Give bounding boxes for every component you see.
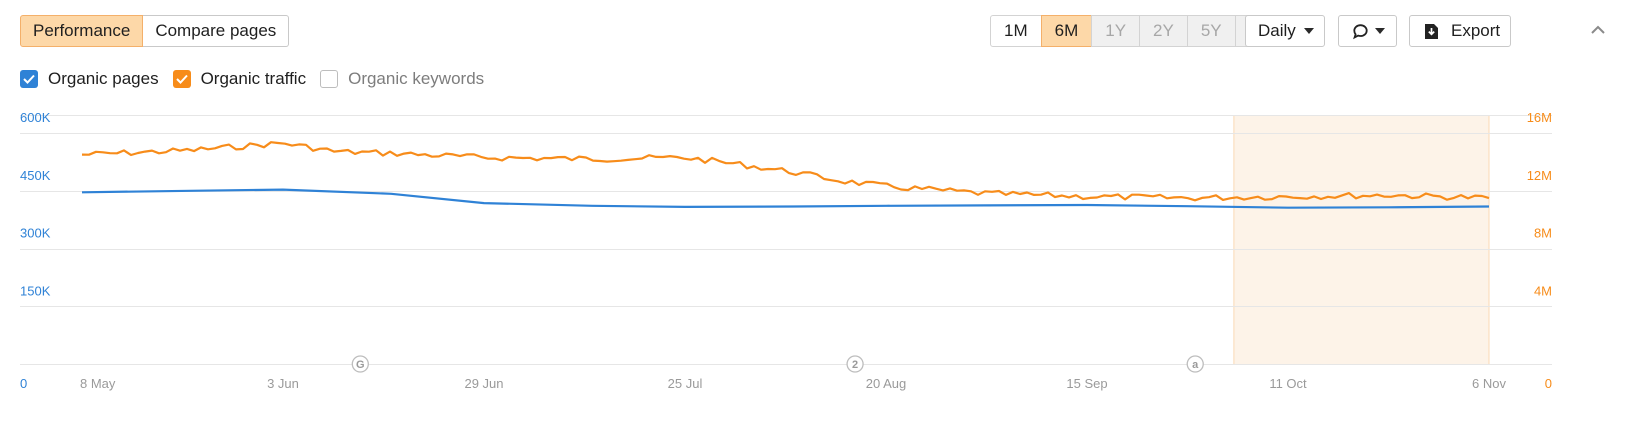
legend-item-organic-keywords[interactable]: Organic keywords: [320, 69, 484, 89]
y-left-tick-label: 0: [20, 376, 27, 391]
x-tick-label: 25 Jul: [668, 376, 703, 391]
y-left-tick-label: 150K: [20, 283, 51, 298]
y-right-tick-label: 16M: [1527, 110, 1552, 125]
range-selector: 1M6M1Y2Y5YAll: [990, 15, 1282, 47]
series-line-organic-pages: [81, 188, 1490, 209]
y-right-tick-label: 12M: [1527, 168, 1552, 183]
range-5y-button: 5Y: [1186, 15, 1236, 47]
interval-dropdown[interactable]: Daily: [1245, 15, 1325, 47]
range-2y-button: 2Y: [1139, 15, 1188, 47]
export-label: Export: [1451, 21, 1501, 40]
legend-label: Organic traffic: [200, 69, 307, 88]
y-left-tick-label: 450K: [20, 168, 51, 183]
annotation-label: G: [356, 359, 365, 371]
x-tick-label: 29 Jun: [464, 376, 503, 391]
tab-performance[interactable]: Performance: [20, 15, 144, 47]
chart-legend: Organic pages Organic traffic Organic keyw…: [20, 69, 498, 89]
x-tick-label: 8 May: [80, 376, 116, 391]
legend-item-organic-traffic[interactable]: Organic traffic: [172, 69, 307, 89]
y-right-tick-label: 4M: [1534, 283, 1552, 298]
y-left-tick-label: 300K: [20, 226, 51, 241]
legend-item-organic-pages[interactable]: Organic pages: [20, 69, 159, 89]
checkbox-checked-icon[interactable]: [20, 70, 38, 88]
annotation-label: a: [1192, 359, 1199, 371]
y-left-tick-label: 600K: [20, 110, 51, 125]
legend-label: Organic keywords: [348, 69, 485, 88]
annotation-label: 2: [852, 359, 858, 371]
range-1y-button: 1Y: [1091, 15, 1141, 47]
export-button[interactable]: Export: [1409, 15, 1511, 47]
checkbox-icon[interactable]: [320, 70, 339, 88]
y-right-tick-label: 0: [1545, 376, 1552, 391]
range-6m-button[interactable]: 6M: [1040, 15, 1093, 47]
range-1m-button[interactable]: 1M: [990, 15, 1042, 47]
checkbox-checked-icon[interactable]: [172, 70, 191, 88]
interval-label: Daily: [1258, 21, 1296, 40]
x-tick-label: 3 Jun: [267, 376, 299, 391]
annotation-marker: [846, 355, 864, 373]
x-tick-label: 11 Oct: [1269, 376, 1307, 391]
view-tabs: Performance Compare pages: [20, 15, 290, 47]
annotation-marker: [351, 355, 369, 373]
annotations-dropdown[interactable]: [1338, 15, 1397, 47]
chevron-down-icon: [1303, 28, 1314, 34]
annotation-marker: [1186, 355, 1204, 373]
x-tick-label: 15 Sep: [1066, 376, 1107, 391]
highlight-band: [1233, 115, 1489, 364]
download-icon: [1424, 23, 1439, 40]
chevron-down-icon: [1375, 28, 1385, 34]
legend-label: Organic pages: [48, 69, 159, 88]
tab-compare-pages[interactable]: Compare pages: [143, 15, 290, 47]
x-tick-label: 20 Aug: [866, 376, 907, 391]
comment-icon: [1352, 23, 1369, 40]
series-line-organic-traffic: [81, 141, 1490, 202]
x-tick-label: 6 Nov: [1472, 376, 1506, 391]
y-right-tick-label: 8M: [1534, 226, 1552, 241]
chevron-up-icon[interactable]: [1590, 22, 1606, 38]
